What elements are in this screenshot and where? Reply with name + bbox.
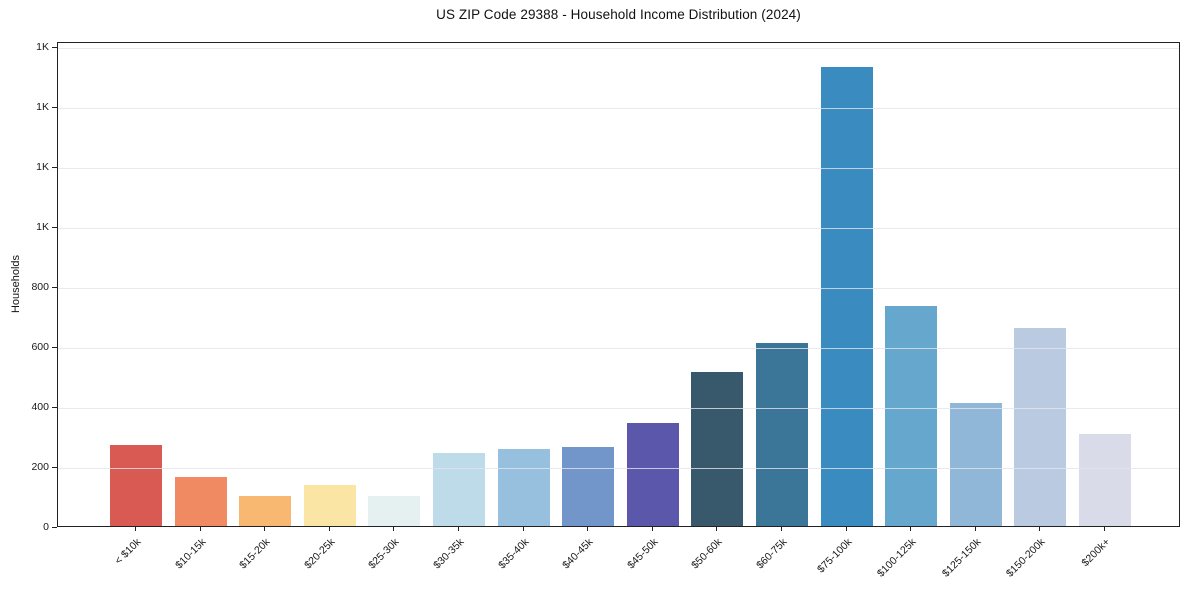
bar-$45-50k: [626, 423, 679, 526]
gridline-1400: [58, 108, 1179, 109]
gridline-1000: [58, 228, 1179, 229]
x-tick-mark: [328, 527, 330, 531]
x-tick-mark: [910, 527, 912, 531]
y-tick-label: 600: [31, 341, 49, 353]
bar-$30-35k: [433, 453, 485, 526]
x-tick-mark: [264, 527, 266, 531]
y-tick-mark: [52, 467, 57, 468]
x-tick-mark: [135, 527, 136, 531]
y-tick-mark: [52, 347, 57, 348]
bar-$50-60k: [691, 372, 744, 526]
plot-area: [57, 42, 1180, 527]
gridline-800: [58, 288, 1179, 289]
y-tick-mark: [52, 167, 57, 168]
y-tick-label: 200: [31, 461, 49, 473]
bar-$150-200k: [1014, 328, 1067, 526]
bar-$60-75k: [756, 343, 808, 526]
y-tick-mark: [52, 47, 57, 48]
x-tick-mark: [199, 527, 201, 531]
bar-$75-100k: [820, 67, 873, 526]
x-tick-mark: [845, 527, 847, 531]
x-tick-mark: [458, 527, 459, 531]
x-tick-mark: [716, 527, 718, 531]
x-tick-mark: [587, 527, 589, 531]
bar-$10-15k: [174, 477, 227, 526]
y-tick-label: 1K: [36, 101, 49, 113]
x-tick-mark: [1104, 527, 1105, 531]
bar-$125-150k: [949, 403, 1002, 526]
y-tick-label: 0: [43, 521, 49, 533]
y-tick-label: 800: [31, 281, 49, 293]
x-tick-mark: [974, 527, 976, 531]
y-tick-label: 1K: [36, 221, 49, 233]
chart-title: US ZIP Code 29388 - Household Income Dis…: [436, 7, 801, 22]
gridline-200: [58, 468, 1179, 469]
x-tick-mark: [781, 527, 782, 531]
y-tick-mark: [52, 107, 57, 108]
y-tick-mark: [52, 527, 57, 528]
x-tick-mark: [651, 527, 653, 531]
bar-$40-45k: [562, 447, 615, 526]
bar-$35-40k: [497, 449, 550, 526]
gridline-1600: [58, 48, 1179, 49]
gridline-400: [58, 408, 1179, 409]
bar-$100-125k: [885, 306, 938, 526]
bar-< $10k: [110, 445, 162, 526]
x-tick-label: < $10k: [112, 536, 144, 567]
bar-$200k+: [1079, 434, 1131, 526]
y-tick-label: 1K: [36, 161, 49, 173]
bar-$20-25k: [303, 485, 356, 526]
y-tick-mark: [52, 287, 57, 288]
bar-$15-20k: [239, 496, 292, 526]
gridline-600: [58, 348, 1179, 349]
x-tick-mark: [393, 527, 395, 531]
bar-$25-30k: [368, 496, 421, 526]
y-tick-mark: [52, 227, 57, 228]
x-tick-mark: [1039, 527, 1041, 531]
x-tick-mark: [522, 527, 524, 531]
y-tick-mark: [52, 407, 57, 408]
gridline-1200: [58, 168, 1179, 169]
y-tick-label: 1K: [36, 41, 49, 53]
y-tick-label: 400: [31, 401, 49, 413]
